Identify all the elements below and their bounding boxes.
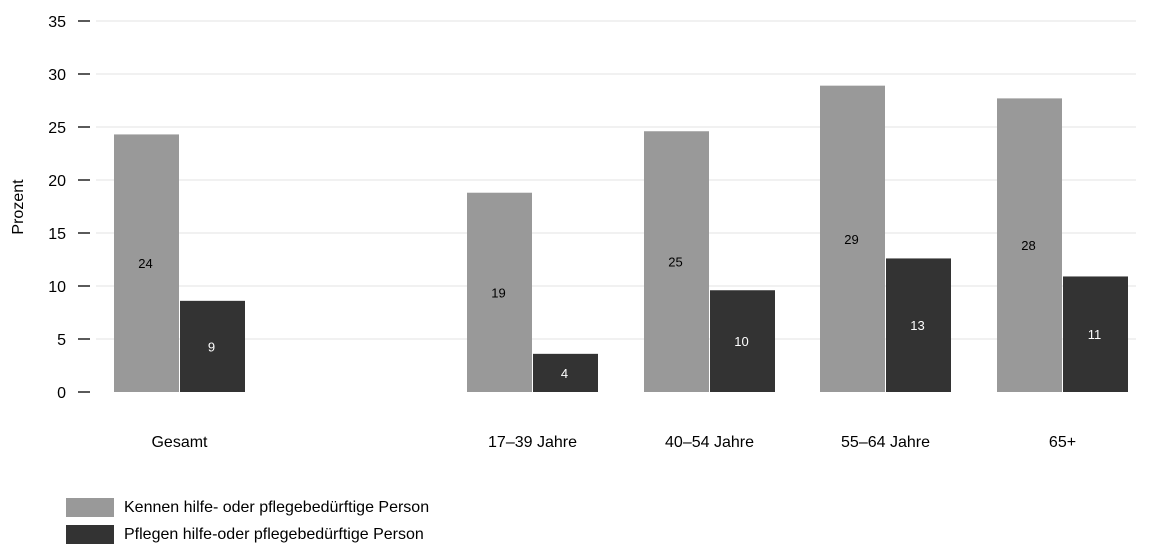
y-tick-label-35: 35 [48, 14, 66, 31]
y-tick-label-30: 30 [48, 67, 66, 84]
bar-s0-1 [467, 192, 532, 392]
y-tick-label-0: 0 [57, 385, 66, 402]
bar-value-label-s1-0: 9 [208, 339, 215, 354]
bar-value-label-s0-4: 28 [1021, 238, 1035, 253]
x-category-label-4: 65+ [1049, 434, 1076, 451]
bar-value-label-s1-3: 13 [910, 318, 924, 333]
legend-label-pflegen: Pflegen hilfe-oder pflegebedürftige Pers… [124, 525, 424, 543]
bar-value-label-s1-4: 11 [1088, 327, 1102, 342]
bar-value-label-s0-3: 29 [844, 232, 858, 247]
bar-value-label-s0-2: 25 [668, 255, 682, 270]
y-tick-label-25: 25 [48, 120, 66, 137]
y-tick-label-5: 5 [57, 332, 66, 349]
bar-chart: 0 5 10 15 20 25 30 35 Prozent 24 19 25 29 28 9 4 10 13 1… [10, 14, 1136, 451]
bar-s1-3 [886, 258, 951, 392]
bar-value-label-s1-2: 10 [734, 334, 748, 349]
legend-swatch-kennen [66, 498, 114, 517]
y-tick-label-20: 20 [48, 173, 66, 190]
legend-swatch-pflegen [66, 525, 114, 544]
legend-item-kennen: Kennen hilfe- oder pflegebedürftige Pers… [66, 494, 429, 521]
x-axis-labels: Gesamt 17–39 Jahre 40–54 Jahre 55–64 Jahre 6… [151, 434, 1076, 451]
legend: Kennen hilfe- oder pflegebedürftige Pers… [66, 494, 429, 548]
x-category-label-3: 55–64 Jahre [841, 434, 930, 451]
bar-value-label-s0-0: 24 [138, 256, 152, 271]
legend-item-pflegen: Pflegen hilfe-oder pflegebedürftige Pers… [66, 521, 429, 548]
bar-s0-4 [997, 98, 1062, 392]
bar-s0-0 [114, 134, 179, 393]
bar-s1-2 [710, 290, 775, 392]
bar-s1-4 [1063, 276, 1128, 392]
y-axis: 0 5 10 15 20 25 30 35 [48, 14, 90, 402]
x-category-label-1: 17–39 Jahre [488, 434, 577, 451]
legend-label-kennen: Kennen hilfe- oder pflegebedürftige Pers… [124, 498, 430, 516]
x-category-label-2: 40–54 Jahre [665, 434, 754, 451]
y-axis-title: Prozent [10, 179, 27, 235]
bar-s0-2 [644, 131, 709, 393]
bar-value-label-s1-1: 4 [561, 366, 568, 381]
bars: 24 19 25 29 28 9 4 10 13 11 [114, 85, 1128, 393]
bar-value-label-s0-1: 19 [491, 285, 505, 300]
bar-s1-1 [533, 353, 598, 392]
y-tick-label-15: 15 [48, 226, 66, 243]
y-tick-label-10: 10 [48, 279, 66, 296]
x-category-label-0: Gesamt [151, 434, 208, 451]
gridlines [96, 20, 1136, 340]
bar-s0-3 [820, 85, 885, 392]
bar-s1-0 [180, 300, 245, 392]
